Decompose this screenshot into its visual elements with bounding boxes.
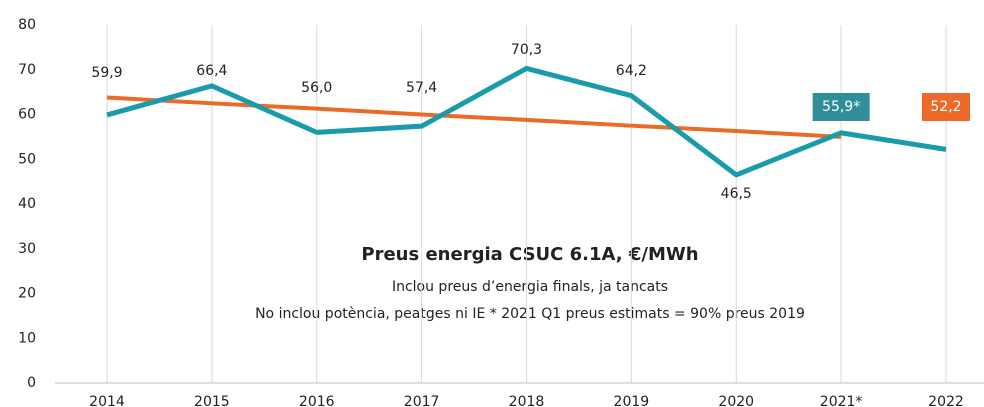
data-label: 56,0 <box>301 80 332 96</box>
subtitle: Inclou preus d’energia finals, ja tancat… <box>392 279 668 295</box>
data-label: 46,5 <box>721 186 752 202</box>
y-tick-label: 30 <box>18 241 36 257</box>
x-tick-label: 2015 <box>194 394 230 407</box>
x-tick-label: 2014 <box>89 394 125 407</box>
data-label: 64,2 <box>616 63 647 79</box>
y-tick-label: 50 <box>18 151 36 167</box>
x-tick-label: 2020 <box>718 394 754 407</box>
y-tick-label: 20 <box>18 286 36 302</box>
data-label: 57,4 <box>406 80 437 96</box>
x-tick-label: 2018 <box>509 394 545 407</box>
y-tick-label: 70 <box>18 62 36 78</box>
plot: 0 10 20 30 40 50 60 70 80 2014 2015 2016 2017 2018 201… <box>18 17 984 407</box>
note: No inclou potència, peatges ni IE * 2021… <box>255 306 805 322</box>
x-tick-label: 2022 <box>928 394 964 407</box>
data-label: 55,9* <box>822 99 860 115</box>
x-tick-label: 2019 <box>614 394 650 407</box>
x-tick-label: 2016 <box>299 394 335 407</box>
data-label: 59,9 <box>91 65 122 81</box>
line <box>106 65 947 178</box>
chart-title: Preus energia CSUC 6.1A, €/MWh <box>361 244 698 265</box>
y-tick-label: 0 <box>27 375 36 391</box>
label-box <box>922 93 970 121</box>
y-tick-label: 40 <box>18 196 36 212</box>
x-tick-label: 2017 <box>404 394 440 407</box>
data-label: 52,2 <box>930 99 961 115</box>
y-tick-label: 80 <box>18 17 36 33</box>
data-label: 70,3 <box>511 42 542 58</box>
y-tick-label: 60 <box>18 107 36 123</box>
line <box>106 95 842 139</box>
label-box <box>812 93 870 121</box>
x-tick-label: 2021* <box>820 394 863 407</box>
data-label: 66,4 <box>196 63 227 79</box>
y-tick-label: 10 <box>18 330 36 346</box>
